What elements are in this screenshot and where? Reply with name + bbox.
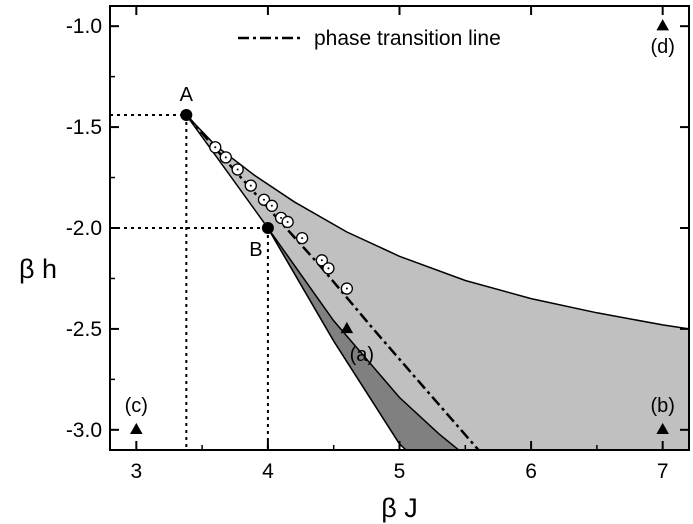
x-axis-label: β J [381,493,418,523]
simulation-point [231,163,244,176]
special-point-A [180,108,193,121]
simulation-point [209,141,222,154]
marked-point [656,422,669,435]
simulation-point [219,151,232,164]
marked-point-label: (a) [350,344,374,366]
y-tick-label: -1.5 [66,116,102,139]
marked-point-label: (b) [650,395,674,417]
legend: phase transition line [238,27,501,50]
marked-point [340,321,354,334]
simulation-point [295,231,309,245]
special-point-B [261,222,274,234]
legend-label: phase transition line [314,27,501,50]
simulation-point [322,262,335,275]
y-tick-label: -2.0 [66,217,102,240]
markers: A B (a) (b) (c) (d) [125,19,675,435]
light-region [185,114,689,450]
marked-point-label: (c) [125,395,148,417]
y-tick-label: -2.5 [66,318,102,341]
simulation-point [244,179,257,192]
x-tick-label: 4 [262,460,274,483]
phase-transition-line [185,114,480,450]
x-tick-label: 3 [130,460,142,483]
marked-point [130,422,143,435]
y-tick-label: -3.0 [66,419,102,442]
x-tick-label: 5 [394,460,406,483]
point-label-A: A [180,84,194,106]
simulation-point [340,282,354,295]
simulation-point [281,215,294,229]
x-tick-label: 7 [657,460,669,483]
plot-area [185,114,689,450]
guide-lines [110,113,269,450]
axes: 3 4 5 6 7 -1.0 -1.5 -2.0 -2.5 -3.0 [66,6,689,483]
point-label-B: B [249,239,262,261]
marked-point-label: (d) [650,36,674,58]
dark-region [267,227,460,450]
simulation-point [265,199,279,212]
marked-point [656,19,669,31]
x-tick-label: 6 [525,460,537,483]
y-tick-label: -1.0 [66,15,102,38]
y-axis-label: β h [19,254,57,284]
simulation-point [315,254,329,267]
